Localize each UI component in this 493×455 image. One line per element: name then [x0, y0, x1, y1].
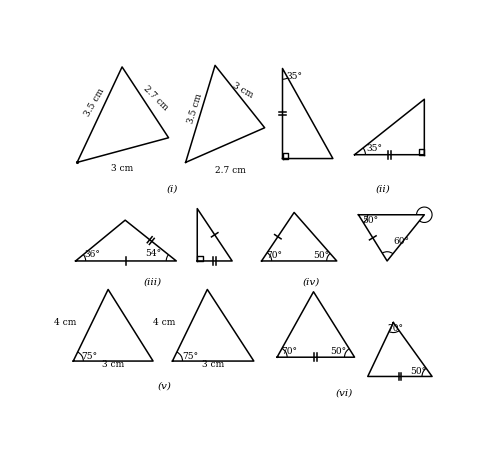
Text: 3 cm: 3 cm	[102, 360, 124, 369]
Text: 50°: 50°	[330, 347, 347, 356]
Text: 2.7 cm: 2.7 cm	[215, 166, 246, 175]
Text: 3 cm: 3 cm	[231, 81, 255, 100]
Text: 3 cm: 3 cm	[203, 360, 225, 369]
Text: 75°: 75°	[81, 352, 98, 361]
Text: 50°: 50°	[410, 367, 426, 376]
Text: 2.7 cm: 2.7 cm	[142, 84, 170, 112]
Text: (iv): (iv)	[303, 277, 320, 286]
Text: 35°: 35°	[366, 144, 382, 153]
Text: 3 cm: 3 cm	[111, 164, 133, 173]
Text: 70°: 70°	[387, 324, 403, 333]
Text: (i): (i)	[167, 185, 178, 194]
Text: 60°: 60°	[393, 237, 409, 246]
Text: 3.5 cm: 3.5 cm	[82, 86, 106, 118]
Text: 35°: 35°	[286, 71, 302, 81]
Text: 50°: 50°	[313, 251, 329, 260]
Text: 50°: 50°	[362, 217, 378, 225]
Text: 36°: 36°	[85, 250, 101, 259]
Text: 70°: 70°	[266, 251, 282, 260]
Text: (vi): (vi)	[336, 389, 353, 398]
Text: 70°: 70°	[282, 347, 297, 356]
Text: 54°: 54°	[145, 249, 161, 258]
Text: 4 cm: 4 cm	[54, 318, 76, 327]
Text: (ii): (ii)	[376, 185, 390, 194]
Text: 4 cm: 4 cm	[153, 318, 175, 327]
Text: (iii): (iii)	[144, 277, 162, 286]
Text: 3.5 cm: 3.5 cm	[186, 92, 204, 125]
Text: 75°: 75°	[182, 352, 198, 361]
Text: (v): (v)	[158, 381, 172, 390]
